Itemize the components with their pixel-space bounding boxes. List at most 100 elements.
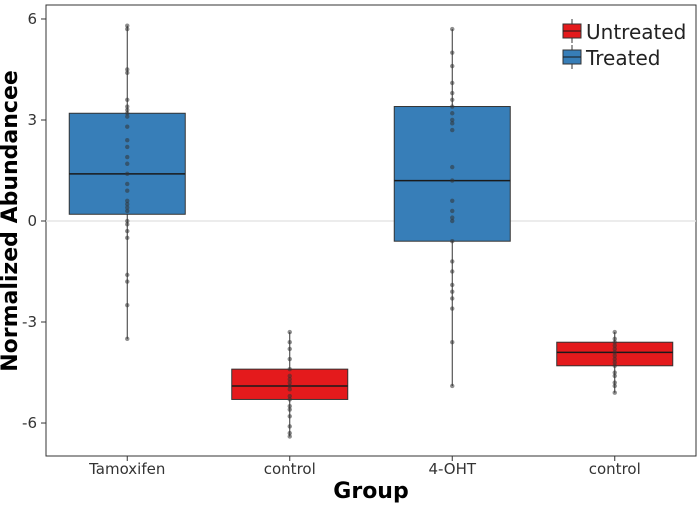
data-point	[450, 296, 455, 301]
data-point	[125, 188, 130, 193]
data-point	[125, 124, 130, 129]
box-untreated-1	[231, 329, 349, 439]
data-point	[450, 90, 455, 96]
legend-item-treated: Treated	[562, 45, 660, 70]
data-point	[125, 218, 130, 224]
data-point	[612, 370, 617, 375]
data-point	[287, 346, 292, 352]
data-point	[450, 340, 455, 345]
data-point	[450, 111, 455, 116]
data-point	[612, 329, 617, 335]
data-point	[450, 269, 455, 274]
data-point	[450, 117, 455, 123]
data-point	[125, 154, 130, 160]
y-tick-label: -6	[22, 414, 37, 432]
data-point	[125, 302, 130, 308]
data-point	[450, 121, 455, 126]
x-axis: Tamoxifen control 4-OHT control	[88, 456, 641, 478]
data-point	[287, 407, 292, 412]
data-point	[287, 434, 292, 439]
data-point	[125, 67, 130, 72]
legend-label: Treated	[585, 46, 660, 70]
legend-item-untreated: Untreated	[562, 19, 686, 44]
data-point	[287, 430, 292, 436]
data-point	[450, 178, 455, 183]
data-point	[125, 114, 130, 119]
data-point	[287, 387, 292, 392]
y-tick-label: 3	[27, 111, 37, 129]
data-point	[287, 393, 292, 399]
x-axis-title: Group	[333, 479, 408, 504]
data-point	[450, 164, 455, 170]
data-point	[450, 306, 455, 311]
data-point	[450, 259, 455, 264]
data-point	[287, 403, 292, 409]
y-tick-label: -3	[22, 313, 37, 331]
plot-panel	[45, 4, 697, 457]
data-point	[450, 282, 455, 288]
data-point	[287, 366, 292, 372]
data-point	[612, 340, 617, 345]
data-point	[125, 171, 130, 177]
data-point	[125, 228, 130, 234]
data-point	[450, 239, 455, 244]
y-axis: 6 3 0 -3 -6	[22, 10, 46, 432]
data-point	[287, 329, 292, 335]
data-point	[125, 198, 130, 203]
data-point	[125, 97, 130, 102]
data-point	[125, 137, 130, 143]
data-point	[125, 208, 130, 214]
data-point	[125, 235, 130, 241]
data-point	[125, 104, 130, 109]
data-point	[287, 380, 292, 385]
data-point	[125, 23, 130, 28]
data-point	[287, 397, 292, 402]
data-point	[612, 390, 617, 395]
data-point	[612, 373, 617, 379]
box-treated-2	[393, 26, 511, 389]
data-point	[612, 380, 617, 385]
x-tick-label: control	[589, 460, 641, 478]
data-point	[287, 373, 292, 379]
data-point	[450, 26, 455, 32]
boxes-layer	[68, 23, 674, 439]
legend-label: Untreated	[586, 20, 686, 44]
data-point	[612, 350, 617, 355]
data-point	[612, 346, 617, 352]
x-tick-label: control	[264, 460, 316, 478]
y-axis-title: Normalized Abundancee	[0, 70, 23, 372]
data-point	[612, 353, 617, 358]
data-point	[125, 272, 130, 278]
data-point	[125, 70, 130, 76]
data-point	[125, 107, 130, 113]
data-point	[450, 97, 455, 102]
data-point	[125, 111, 130, 116]
data-point	[287, 414, 292, 419]
data-point	[612, 363, 617, 368]
data-point	[125, 201, 130, 207]
y-tick-label: 6	[27, 10, 37, 28]
data-point	[612, 356, 617, 362]
data-point	[450, 50, 455, 55]
data-point	[450, 218, 455, 224]
data-point	[450, 208, 455, 214]
data-point	[125, 222, 130, 227]
data-point	[287, 377, 292, 382]
data-point	[450, 104, 455, 109]
data-point	[287, 383, 292, 389]
data-point	[287, 424, 292, 429]
data-point	[125, 181, 130, 187]
data-point	[612, 360, 617, 365]
x-tick-label: Tamoxifen	[88, 460, 165, 478]
data-point	[287, 356, 292, 362]
data-point	[125, 336, 130, 342]
data-point	[287, 340, 292, 345]
x-tick-label: 4-OHT	[428, 460, 476, 478]
data-point	[125, 205, 130, 210]
data-point	[612, 383, 617, 389]
y-tick-label: 0	[27, 212, 37, 230]
data-point	[125, 279, 130, 284]
data-point	[450, 215, 455, 220]
